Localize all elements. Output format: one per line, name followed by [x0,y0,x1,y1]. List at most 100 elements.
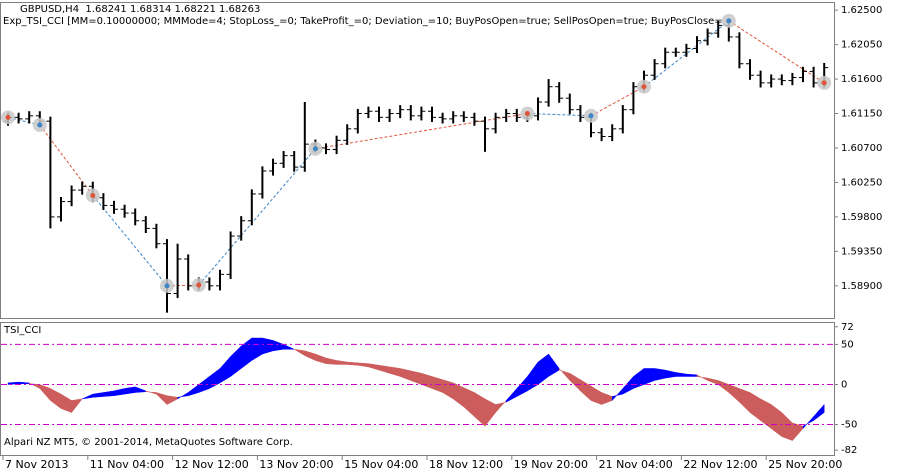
band-segment [495,399,507,414]
chart-subtitle: Exp_TSI_CCI [MM=0.10000000; MMMode=4; St… [3,16,723,27]
band-segment [633,367,645,389]
band-segment [792,422,804,442]
trade-line [590,86,645,117]
band-segment [28,382,41,389]
indicator-title: TSI_CCI [3,325,41,336]
band-segment [262,337,274,355]
band-segment [219,355,231,384]
band-segment [802,415,814,430]
y-tick-label: 1.62500 [841,5,882,16]
band-segment [92,392,104,398]
band-segment [781,411,793,441]
band-segment [580,379,592,402]
chart-title: GBPUSD,H4 1.68241 1.68314 1.68221 1.6826… [20,4,260,15]
band-segment [728,384,740,403]
trade-line [198,148,316,286]
y-tick-label: 1.59350 [841,246,882,257]
y-tick-label: 1.60250 [841,177,882,188]
band-segment [145,390,157,395]
band-segment [177,392,189,400]
y-tick-label: 1.61600 [841,74,882,85]
price-panel [1,13,832,313]
x-tick-label: 19 Nov 20:00 [514,458,588,471]
indicator-panel-frame [0,322,835,456]
band-segment [749,392,761,422]
band-segment [103,390,115,397]
trade-line [643,20,730,88]
trade-dot [196,282,202,288]
band-segment [315,353,327,364]
x-tick-label: 7 Nov 2013 [5,458,68,471]
band-segment [590,385,602,405]
band-segment [156,392,168,406]
band-segment [739,388,751,414]
band-segment [251,337,263,361]
y-tick-label: -82 [841,445,857,456]
trade-dot [5,114,11,120]
band-segment [346,361,359,366]
band-segment [124,386,136,395]
x-tick-label: 15 Nov 04:00 [344,458,418,471]
price-panel-frame [0,2,835,319]
band-segment [622,375,634,395]
band-segment [283,344,295,350]
trade-dot [37,122,43,128]
y-tick-label: 1.60700 [841,143,882,154]
band-segment [643,368,655,385]
annotation: Alpari NZ MT5, © 2001-2014, MetaQuotes S… [4,437,293,448]
band-segment [368,363,380,371]
band-segment [686,373,698,377]
trade-dot [821,80,827,86]
x-tick-label: 11 Nov 04:00 [90,458,164,471]
band-segment [654,368,666,381]
band-segment [357,362,369,368]
band-segment [516,375,528,397]
band-segment [463,387,475,418]
band-segment [664,369,677,379]
band-segment [707,377,719,385]
band-segment [537,353,549,385]
band-segment [39,384,51,402]
band-segment [82,393,94,400]
band-segment [209,367,221,389]
band-segment [18,381,30,384]
band-segment [527,361,539,392]
band-segment [304,350,316,361]
y-tick-label: 50 [841,339,854,350]
trade-line [39,124,94,196]
band-segment [484,398,496,427]
trade-line [92,195,168,287]
band-segment [548,353,560,377]
indicator-panel [1,337,834,442]
trade-dot [524,111,530,117]
band-segment [505,387,518,403]
band-segment [336,360,348,365]
band-segment [813,403,825,422]
band-segment [399,368,412,381]
trade-line [315,113,528,150]
band-segment [611,387,624,402]
band-segment [770,404,783,438]
band-segment [389,366,401,377]
band-segment [240,337,253,369]
band-segment [675,372,687,377]
y-tick-label: 1.58900 [841,281,882,292]
band-segment [601,392,613,405]
band-segment [474,392,486,427]
trade-dot [164,283,170,289]
y-tick-label: 0 [841,379,847,390]
band-segment [50,388,62,410]
band-segment [60,393,72,413]
x-tick-label: 13 Nov 20:00 [259,458,333,471]
band-segment [410,370,422,385]
x-tick-label: 21 Nov 04:00 [599,458,673,471]
band-segment [230,345,242,377]
band-segment [166,395,178,405]
band-segment [558,367,571,382]
band-segment [378,364,390,374]
x-tick-label: 12 Nov 12:00 [175,458,249,471]
band-segment [696,374,708,381]
trade-dot [588,113,594,119]
band-segment [272,340,284,352]
